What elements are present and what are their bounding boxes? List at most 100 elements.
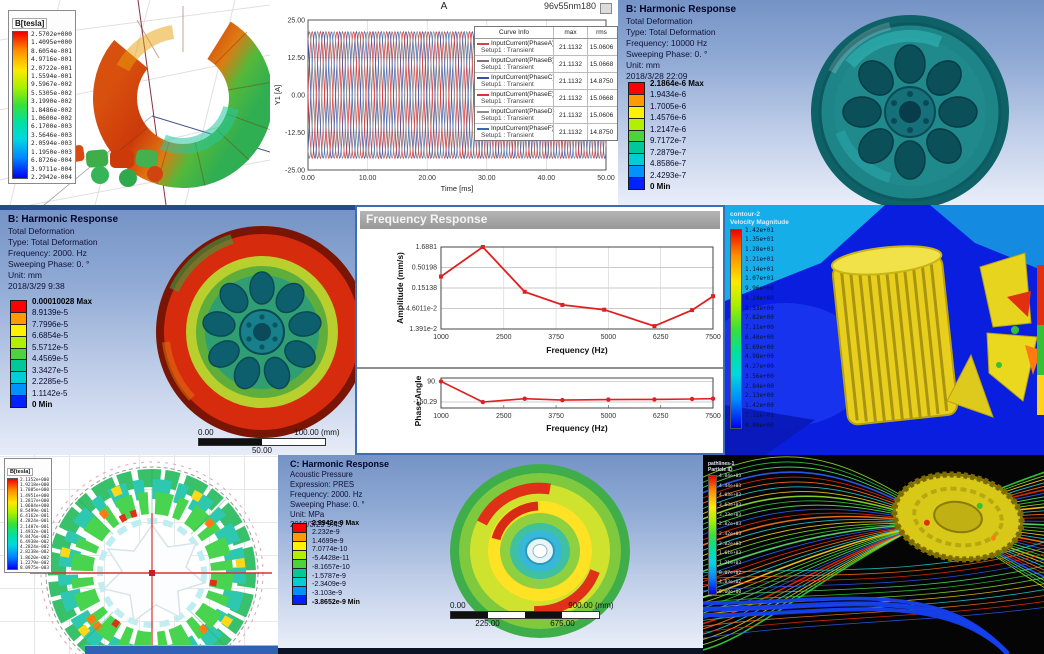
color-scale-bar bbox=[10, 300, 27, 408]
curve-row[interactable]: InputCurrent(PhaseF) Setup1 : Transient 21… bbox=[475, 124, 617, 140]
current-chart[interactable]: 0.00 10.00 20.00 30.00 40.00 50.00 25.00 12.50 0… bbox=[270, 12, 618, 204]
colorbar-segment bbox=[11, 301, 26, 313]
legend-value: 4.4569e-5 bbox=[32, 354, 69, 364]
tick-label: 20.00 bbox=[418, 175, 436, 182]
legend-value: 2.82e+03 bbox=[719, 522, 742, 528]
legend-values: 0.00010028 Max 8.9139e-5 7.7996e-5 6.6854e-… bbox=[32, 297, 92, 409]
rotor-field-viewport[interactable] bbox=[0, 455, 278, 654]
curve-row[interactable]: InputCurrent(PhaseC) Setup1 : Transient 21… bbox=[475, 73, 617, 90]
legend-values: 2.9942e-9 Max 2.232e-9 1.4699e-9 7.0774e-10… bbox=[312, 520, 360, 606]
tick-label: 3750 bbox=[548, 334, 564, 341]
result-line: Unit: mm bbox=[8, 270, 42, 280]
legend-value: 7.11e-01 bbox=[745, 411, 774, 419]
tick-label: 3750 bbox=[548, 413, 564, 420]
acoustic-disk-model bbox=[450, 464, 630, 638]
legend-value: 3.63e+03 bbox=[719, 502, 742, 508]
legend-value: 9.5967e-002 bbox=[31, 81, 72, 89]
window-titlebar[interactable]: Frequency Response bbox=[360, 211, 720, 229]
edge-contour bbox=[1037, 325, 1044, 375]
legend-value: 2.0594e-003 bbox=[31, 140, 72, 148]
legend-values: 2.1864e-6 Max 1.9434e-6 1.7005e-6 1.4576e-6… bbox=[650, 79, 704, 191]
result-title: B: Harmonic Response bbox=[626, 4, 737, 15]
colorbar-segment bbox=[293, 587, 306, 596]
tick-label: 2500 bbox=[496, 413, 512, 420]
phase-chart[interactable]: 90. -150.29 1000 2500 3750 5000 6250 7500 Freque… bbox=[357, 372, 723, 450]
streamlines bbox=[703, 456, 1044, 654]
panel-maxwell-rotor: B[tesla] 2.1352e+000 1.9218e+000 1.7085e+0… bbox=[0, 455, 278, 654]
color-scale-bar bbox=[12, 31, 28, 179]
legend-value: 1.4576e-6 bbox=[650, 113, 687, 123]
ruler-min: 0.00 bbox=[450, 601, 466, 610]
chart-divider bbox=[357, 367, 723, 369]
colorbar-segment bbox=[11, 372, 26, 385]
tick-label: 1.391e-2 bbox=[409, 326, 437, 333]
window-icon[interactable] bbox=[600, 3, 612, 14]
ruler-bar bbox=[198, 438, 326, 446]
legend-value: 1.8620e-002 bbox=[20, 555, 50, 561]
legend-value: 0.00e+00 bbox=[745, 421, 774, 429]
cfd-cyan-region bbox=[930, 205, 1044, 271]
gear-model bbox=[830, 245, 959, 426]
ruler-mid: 50.00 bbox=[251, 446, 273, 455]
color-scale-bar bbox=[7, 478, 18, 570]
cfd-viewport[interactable] bbox=[725, 205, 1044, 455]
legend-value: 2.4293e-7 bbox=[650, 170, 687, 180]
colorbar-segment bbox=[293, 533, 306, 542]
tick-label: Y1 [A] bbox=[273, 85, 282, 105]
panel-acoustic-pressure: C: Harmonic Response Acoustic Pressure E… bbox=[278, 455, 703, 654]
result-line: Sweeping Phase: 0. ° bbox=[626, 49, 708, 59]
legend-value: 0.00e+00 bbox=[719, 589, 742, 595]
legend-value: -1.5787e-9 bbox=[312, 572, 346, 580]
legend-value: 3.1990e-002 bbox=[31, 98, 72, 106]
legend-value: 3.9711e-004 bbox=[31, 165, 72, 173]
tick-label: 5000 bbox=[601, 334, 617, 341]
legend-value: 8.6054e-001 bbox=[31, 47, 72, 55]
wheel-viewport-red[interactable] bbox=[0, 210, 355, 460]
colorbar-segment bbox=[293, 569, 306, 578]
legend-values: 2.1352e+000 1.9218e+000 1.7085e+000 1.4951e… bbox=[20, 478, 49, 571]
legend-value: 2.02e+03 bbox=[719, 541, 742, 547]
curve-row[interactable]: InputCurrent(PhaseE) Setup1 : Transient 21… bbox=[475, 90, 617, 107]
legend-value: 0 Min bbox=[650, 181, 671, 191]
ruler-max: 900.00 (mm) bbox=[568, 601, 614, 610]
ruler-min: 0.00 bbox=[198, 428, 214, 437]
legend-value: 1.4095e+000 bbox=[31, 39, 72, 47]
colorbar-segment bbox=[11, 384, 26, 397]
curve-row[interactable]: InputCurrent(PhaseA) Setup1 : Transient 21… bbox=[475, 39, 617, 56]
color-scale-bar bbox=[730, 228, 742, 429]
legend-value: 3.56e+00 bbox=[745, 372, 774, 380]
legend-value: 6.6854e-5 bbox=[32, 331, 69, 341]
cfd-cyan-region bbox=[725, 205, 885, 301]
legend-value: 2.1864e-6 Max bbox=[650, 79, 704, 88]
disk-viewport[interactable] bbox=[278, 455, 703, 648]
curve-row[interactable]: InputCurrent(PhaseD) Setup1 : Transient 21… bbox=[475, 107, 617, 124]
window-frame-strip bbox=[85, 645, 278, 654]
legend-value: 5.5305e-002 bbox=[31, 89, 72, 97]
tick-label: -25.00 bbox=[285, 168, 305, 175]
plot-title: A bbox=[440, 1, 448, 12]
legend-value: 7.11e+00 bbox=[745, 324, 774, 332]
curve-row[interactable]: InputCurrent(PhaseB) Setup1 : Transient 21… bbox=[475, 56, 617, 73]
tick-label: 12.50 bbox=[287, 55, 305, 62]
result-info-block: C: Harmonic Response Acoustic Pressure E… bbox=[290, 459, 389, 530]
wheel-viewport-teal[interactable] bbox=[618, 0, 1044, 205]
curve-table-rows: InputCurrent(PhaseA) Setup1 : Transient 21… bbox=[475, 39, 617, 140]
ruler-q1: 225.00 bbox=[475, 619, 500, 628]
legend-value: 7.82e+00 bbox=[745, 314, 774, 322]
tick-label: 30.00 bbox=[478, 175, 496, 182]
legend-value: 2.8238e-002 bbox=[20, 550, 50, 556]
result-line: Type: Total Deformation bbox=[626, 27, 716, 37]
tick-label: 1000 bbox=[433, 334, 449, 341]
legend-value: 2.232e-9 bbox=[312, 528, 340, 536]
result-info-block: B: Harmonic Response Total Deformation T… bbox=[626, 4, 736, 82]
result-line: Acoustic Pressure bbox=[290, 470, 353, 479]
legend-value: 4.84e+03 bbox=[719, 474, 742, 479]
amplitude-chart[interactable]: 1.6881 0.50198 0.15138 4.6011e-2 1.391e-2100… bbox=[357, 235, 723, 365]
legend-value: 4.2824e-001 bbox=[20, 519, 50, 525]
legend-value: 2.13e+00 bbox=[745, 392, 774, 400]
result-title: B: Harmonic Response bbox=[8, 214, 119, 225]
pathlines-viewport[interactable] bbox=[703, 455, 1044, 654]
tick-label: Frequency (Hz) bbox=[546, 345, 608, 355]
legend-value: 1.7005e-6 bbox=[650, 101, 687, 111]
legend-value: 4.44e+03 bbox=[719, 483, 742, 489]
